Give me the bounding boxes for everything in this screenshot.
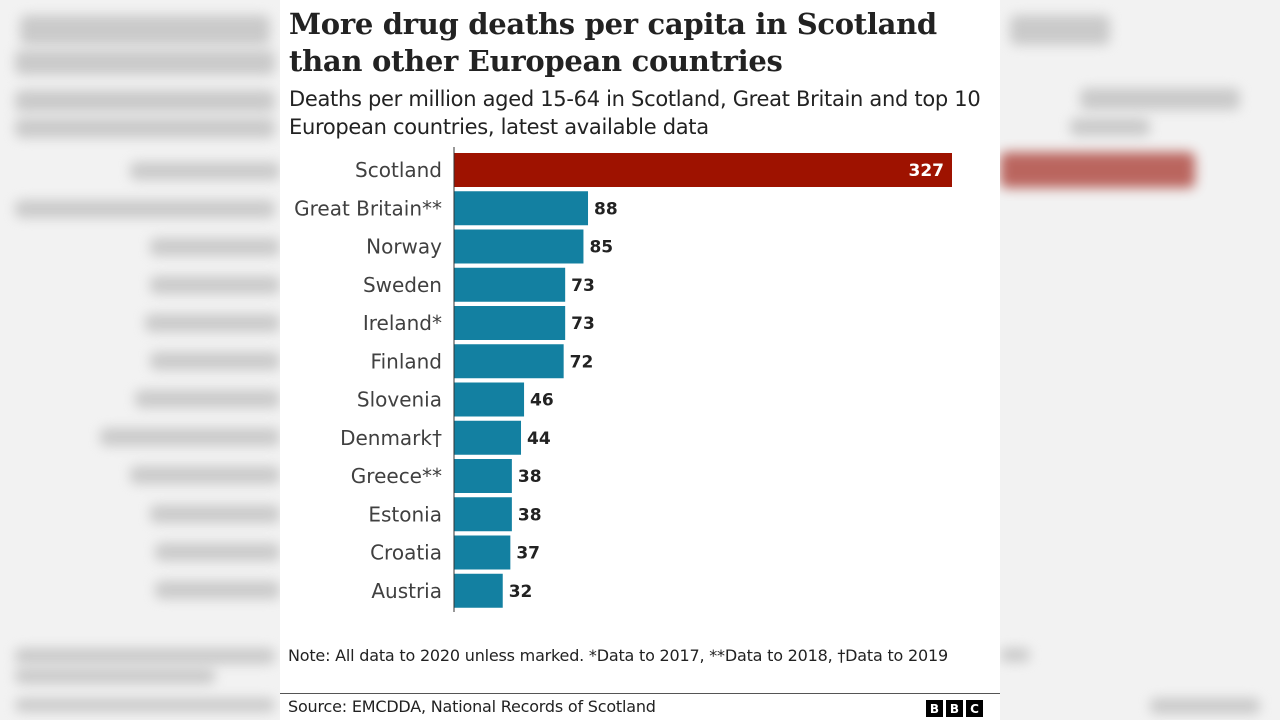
blurred-shape [150, 505, 280, 523]
blurred-shape [1000, 648, 1030, 662]
data-label: 73 [571, 276, 595, 296]
logo-letter: C [966, 700, 983, 717]
data-label: 85 [589, 238, 613, 258]
category-label: Estonia [368, 502, 442, 526]
blurred-shape [15, 200, 275, 218]
data-label: 72 [570, 352, 594, 372]
blurred-shape [155, 543, 280, 561]
blurred-shape [20, 15, 270, 45]
bar [454, 459, 512, 493]
category-label: Norway [366, 235, 442, 259]
data-label: 38 [518, 505, 542, 525]
bar [454, 267, 566, 302]
bar [454, 153, 952, 187]
bar [454, 497, 512, 532]
category-label: Slovenia [357, 388, 442, 412]
blurred-shape [1010, 15, 1110, 45]
blurred-shape [150, 238, 280, 256]
blurred-background-left [0, 0, 280, 720]
category-label: Finland [371, 349, 442, 373]
data-label: 73 [571, 314, 595, 334]
category-label: Austria [371, 579, 442, 603]
category-label: Greece** [351, 464, 442, 488]
blurred-shape [155, 581, 280, 599]
chart-subtitle: Deaths per million aged 15-64 in Scotlan… [289, 87, 981, 139]
data-label: 32 [509, 582, 533, 602]
chart-note: Note: All data to 2020 unless marked. *D… [288, 646, 948, 665]
blurred-shape [15, 698, 275, 712]
data-label: 37 [516, 544, 540, 564]
bar [454, 229, 584, 264]
blurred-shape [1000, 152, 1195, 188]
category-label: Sweden [363, 273, 442, 297]
logo-letter: B [946, 700, 963, 717]
blurred-shape [130, 466, 280, 484]
blurred-shape [1070, 118, 1150, 136]
bar [454, 535, 511, 570]
blurred-background-right [1000, 0, 1280, 720]
category-label: Croatia [370, 541, 442, 565]
blurred-shape [1080, 88, 1240, 110]
logo-letter: B [926, 700, 943, 717]
bar [454, 344, 564, 379]
bbc-logo: B B C [926, 700, 983, 717]
bar [454, 382, 525, 417]
blurred-shape [130, 162, 280, 180]
blurred-shape [15, 648, 275, 664]
bar-chart: Scotland 327 Great Britain** 88 Norway 85 Swed… [294, 147, 952, 612]
data-label: 46 [530, 391, 554, 411]
blurred-shape [100, 428, 280, 446]
category-label: Great Britain** [294, 196, 442, 220]
category-label: Denmark† [340, 426, 442, 450]
blurred-shape [135, 390, 280, 408]
data-label: 38 [518, 467, 542, 487]
blurred-shape [1150, 698, 1260, 714]
bar [454, 573, 503, 608]
data-label: 44 [527, 429, 551, 449]
blurred-shape [15, 50, 275, 75]
blurred-shape [150, 352, 280, 370]
data-label: 88 [594, 199, 618, 219]
category-label: Ireland* [363, 311, 442, 335]
blurred-shape [150, 276, 280, 294]
chart-title: More drug deaths per capita in Scotland … [289, 7, 937, 78]
bar [454, 191, 589, 226]
blurred-shape [15, 668, 215, 684]
footer-divider [280, 693, 1000, 694]
chart-source: Source: EMCDDA, National Records of Scot… [288, 697, 656, 716]
bar [454, 306, 566, 340]
category-label: Scotland [355, 158, 442, 182]
blurred-shape [15, 90, 275, 112]
bar [454, 420, 522, 455]
blurred-shape [15, 118, 275, 138]
blurred-shape [145, 314, 280, 332]
data-label: 327 [909, 161, 945, 181]
chart-card: More drug deaths per capita in Scotland … [280, 0, 1000, 720]
